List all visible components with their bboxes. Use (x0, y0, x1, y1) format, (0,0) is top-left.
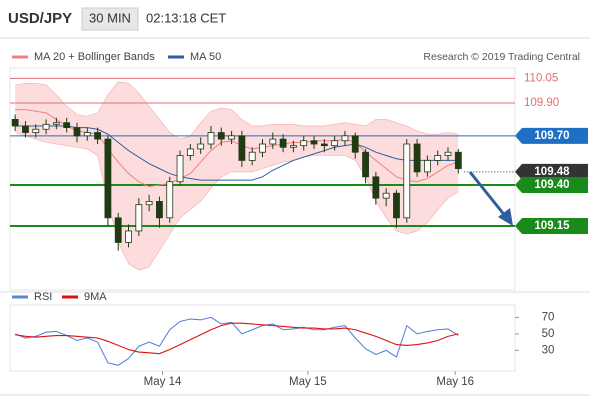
level-label: 109.15 (534, 220, 570, 232)
candle-body (444, 151, 452, 156)
forecast-arrowhead (498, 208, 513, 226)
candle-body (454, 151, 462, 170)
candle-body (228, 135, 235, 140)
candle-body (114, 217, 122, 243)
candle-body (83, 132, 91, 137)
level-label: 109.90 (524, 97, 559, 109)
level-label: 109.40 (534, 179, 569, 191)
candle-body (217, 132, 225, 140)
candle-body (300, 140, 308, 147)
candle-body (145, 201, 153, 206)
candle-body (135, 204, 143, 232)
level-label: 109.70 (534, 130, 569, 142)
interval-box (81, 7, 139, 31)
candle-body (73, 127, 81, 137)
candle-body (290, 145, 297, 148)
band-edge (15, 81, 459, 140)
candle-body (52, 122, 60, 125)
candle-body (104, 138, 112, 219)
candle-body (125, 230, 132, 243)
candle-body (351, 135, 359, 153)
candle-body (341, 135, 349, 142)
legend-label: 9MA (84, 291, 107, 303)
band-edge (15, 132, 459, 271)
y-tick-label: 50 (542, 328, 555, 340)
candle-body (176, 155, 184, 183)
interval: 30 MIN (89, 10, 131, 25)
level-label: 110.05 (524, 72, 558, 84)
candle-body (11, 119, 19, 127)
candle-body (238, 135, 246, 161)
legend-label: MA 20 + Bollinger Bands (34, 51, 155, 63)
rsi-line (14, 316, 459, 366)
candle-body (413, 143, 421, 173)
level-box (515, 163, 588, 180)
candle-body (248, 151, 256, 161)
forecast-arrow (468, 171, 508, 218)
candle-body (32, 128, 40, 133)
symbol: USD/JPY (8, 10, 72, 27)
candle-body (186, 148, 194, 156)
candle-body (166, 181, 174, 219)
candle-body (362, 151, 369, 178)
legend-label: MA 50 (190, 51, 221, 63)
candle-body (94, 132, 102, 140)
x-tick-label: May 16 (436, 376, 474, 388)
candle-body (320, 143, 328, 147)
legend-label: RSI (34, 291, 52, 303)
candle-body (310, 140, 318, 145)
candle-body (279, 138, 287, 148)
candle-body (197, 143, 205, 150)
time: 02:13:18 CET (146, 10, 226, 25)
candle-body (22, 125, 29, 133)
candle-body (403, 143, 411, 219)
candle-body (207, 132, 215, 145)
y-tick-label: 30 (542, 344, 555, 356)
candle-body (269, 138, 277, 145)
candle-body (423, 160, 431, 173)
candle-body (156, 201, 163, 219)
candle-body (63, 122, 71, 129)
rsi-frame (9, 304, 516, 372)
candle-body (259, 143, 266, 153)
x-tick-label: May 14 (144, 376, 182, 388)
ma-line (15, 125, 459, 181)
level-box (515, 218, 588, 235)
price-frame (9, 67, 516, 291)
level-box (515, 127, 588, 144)
candle-body (434, 155, 442, 161)
candle-body (382, 192, 390, 199)
y-tick-label: 70 (542, 311, 555, 323)
candle-body (393, 192, 400, 219)
bollinger-band (15, 81, 459, 271)
credit: Research © 2019 Trading Central (423, 51, 580, 63)
candle-body (372, 176, 380, 199)
rsi-line (15, 322, 459, 355)
level-box (515, 177, 588, 194)
candle-body (42, 123, 50, 130)
x-tick-label: May 15 (289, 376, 327, 388)
level-label: 109.48 (534, 166, 570, 178)
candle-body (331, 140, 339, 147)
